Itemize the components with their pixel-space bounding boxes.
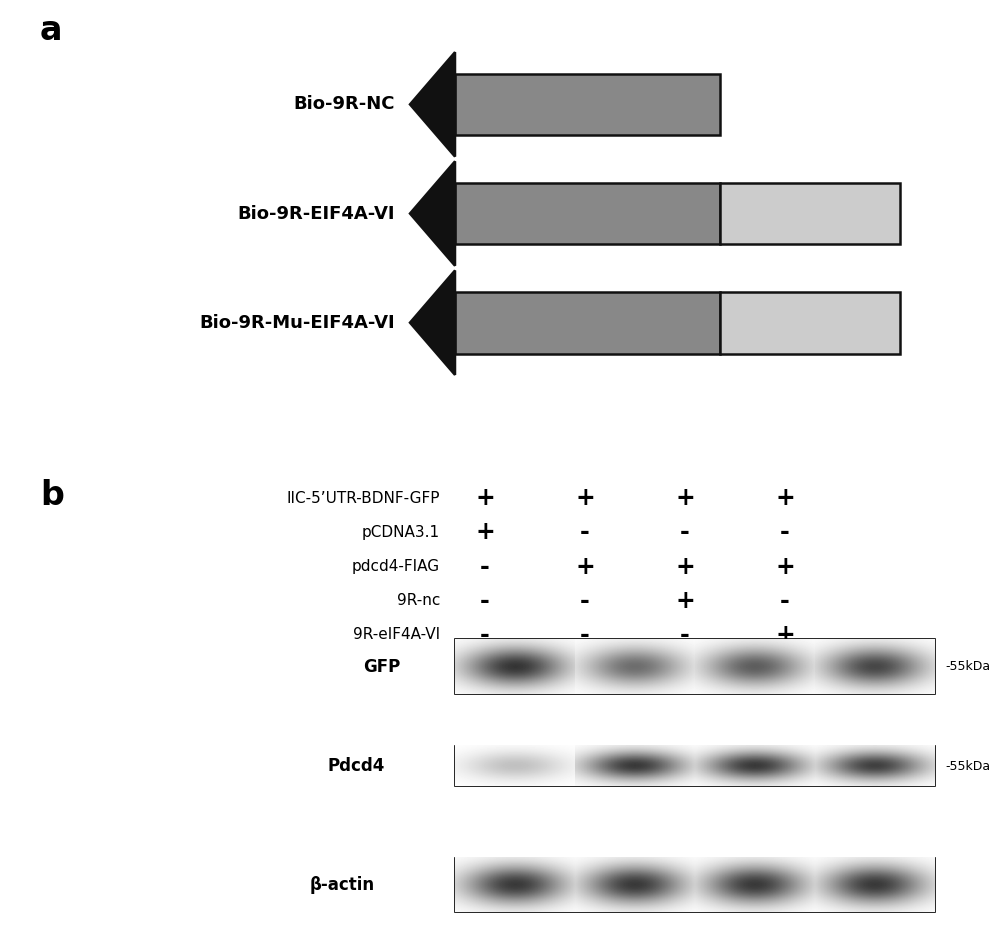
Text: -: - (580, 520, 590, 545)
Text: β-actin: β-actin (310, 876, 375, 894)
Polygon shape (410, 52, 455, 157)
Text: +: + (775, 623, 795, 647)
Text: -: - (780, 588, 790, 613)
Text: Mu-EIF4A-VI: Mu-EIF4A-VI (773, 316, 847, 329)
Bar (455, 183, 720, 244)
Bar (455, 640, 935, 694)
Bar (720, 292, 900, 354)
Text: Bio-9R-Mu-EIF4A-VI: Bio-9R-Mu-EIF4A-VI (199, 314, 395, 331)
Polygon shape (410, 161, 455, 266)
Text: +: + (675, 588, 695, 613)
Text: b: b (40, 479, 64, 512)
Text: Pdcd4: Pdcd4 (328, 757, 385, 775)
Text: GFP: GFP (363, 658, 400, 676)
Text: -: - (680, 520, 690, 545)
Text: -: - (580, 623, 590, 647)
Text: a: a (40, 14, 62, 47)
Bar (720, 183, 900, 244)
Text: -: - (780, 520, 790, 545)
Text: -55kDa: -55kDa (945, 661, 990, 673)
Bar (455, 292, 720, 354)
Text: -55kDa: -55kDa (945, 760, 990, 772)
Text: -: - (480, 588, 490, 613)
Text: pCDNA3.1: pCDNA3.1 (362, 525, 440, 540)
Text: -: - (480, 623, 490, 647)
Text: -: - (680, 623, 690, 647)
Text: +: + (675, 554, 695, 579)
Text: 9R-nc: 9R-nc (397, 593, 440, 608)
Text: 9R-eIF4A-VI: 9R-eIF4A-VI (353, 627, 440, 642)
Text: +: + (575, 554, 595, 579)
Text: +: + (575, 486, 595, 511)
Polygon shape (410, 270, 455, 375)
Text: EIF4A-VI: EIF4A-VI (785, 207, 835, 220)
Text: +: + (775, 486, 795, 511)
Bar (455, 74, 720, 136)
Text: +: + (475, 520, 495, 545)
Bar (455, 746, 935, 787)
Text: +: + (675, 486, 695, 511)
Text: -: - (580, 588, 590, 613)
Text: pdcd4-FIAG: pdcd4-FIAG (352, 559, 440, 574)
Text: Bio-9R-NC: Bio-9R-NC (293, 96, 395, 113)
Text: -: - (480, 554, 490, 579)
Text: +: + (475, 486, 495, 511)
Bar (455, 858, 935, 912)
Text: +: + (775, 554, 795, 579)
Text: Bio-9R-EIF4A-VI: Bio-9R-EIF4A-VI (237, 205, 395, 222)
Text: IIC-5’UTR-BDNF-GFP: IIC-5’UTR-BDNF-GFP (287, 491, 440, 506)
